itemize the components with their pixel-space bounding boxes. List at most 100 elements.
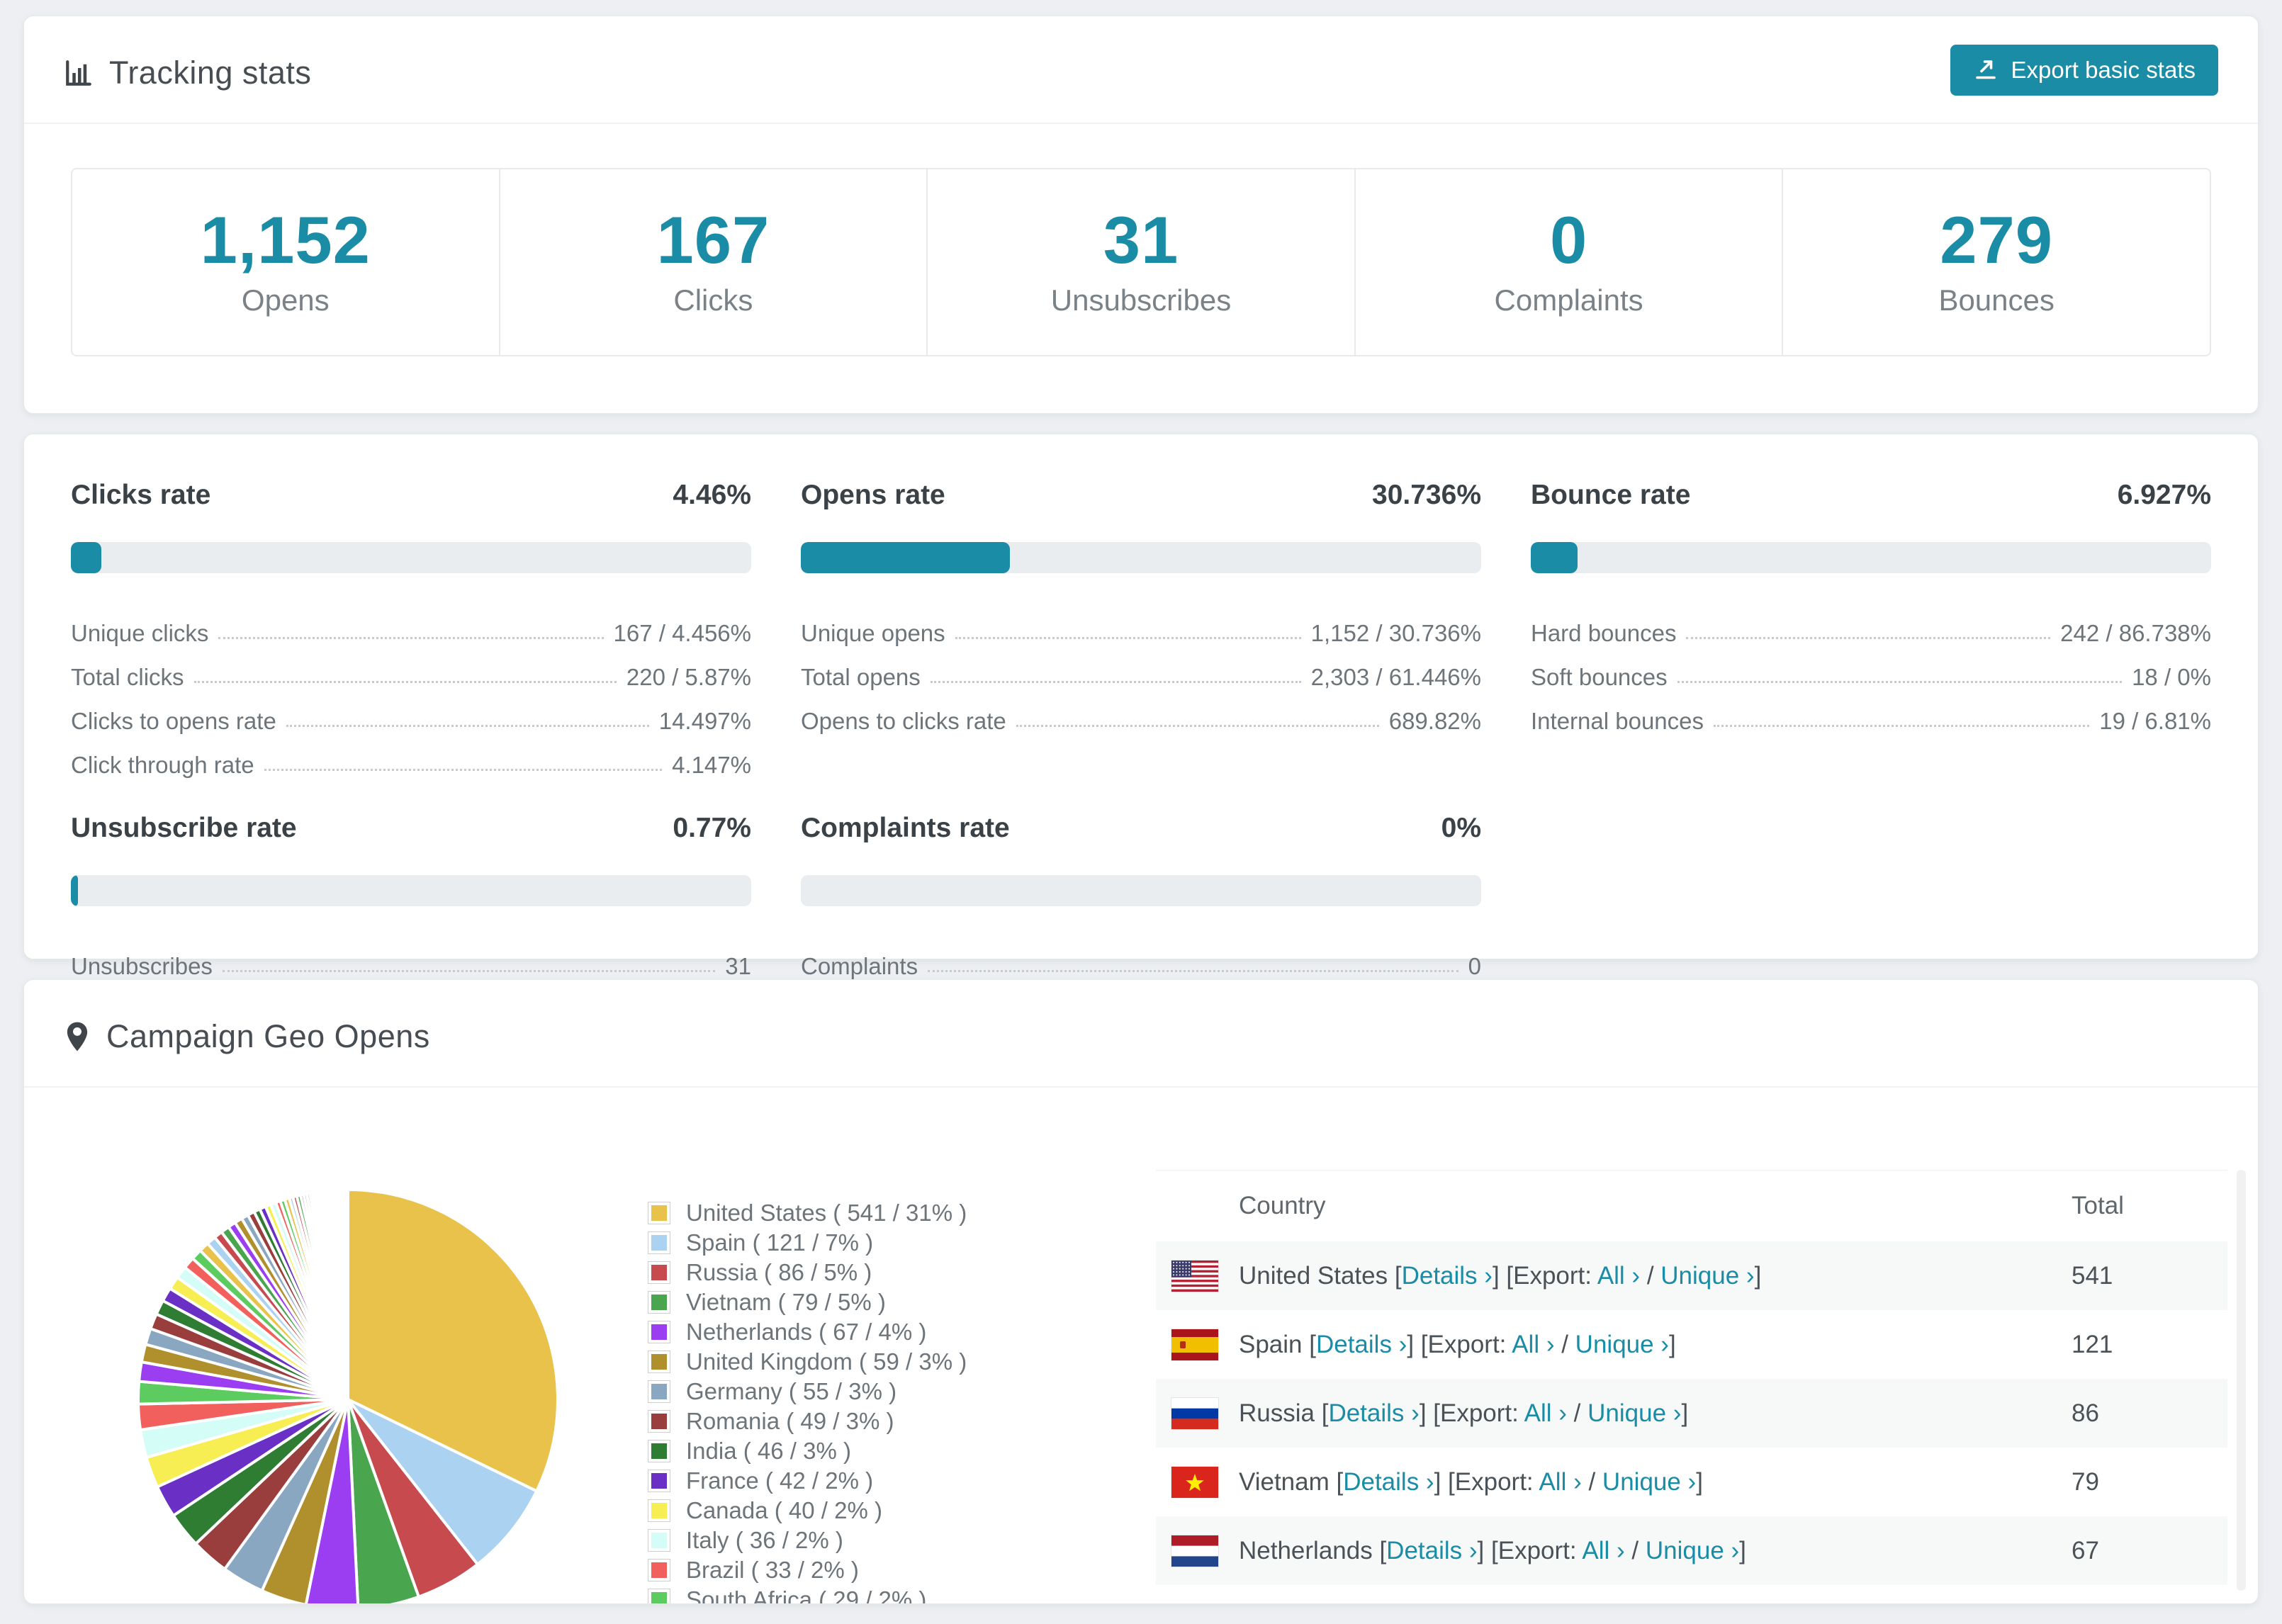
export-all-link[interactable]: All › <box>1524 1399 1567 1427</box>
rate-row-label: Opens to clicks rate <box>801 708 1006 734</box>
rate-panel-head: Opens rate 30.736% <box>801 480 1481 511</box>
legend-item: Spain ( 121 / 7% ) <box>648 1228 967 1258</box>
pie-slice-vietnam[interactable] <box>347 1399 421 1604</box>
rate-row-label: Unique clicks <box>71 620 209 646</box>
pie-slice-united-states[interactable] <box>347 1188 559 1494</box>
rate-progress-bar <box>801 542 1481 573</box>
legend-swatch <box>648 1529 670 1552</box>
rate-row-value: 4.147% <box>672 752 751 778</box>
table-row-gb: United Kingdom [Details ›] [Export: All … <box>1156 1585 2227 1603</box>
stat-value: 31 <box>1103 203 1179 277</box>
header-country: Country <box>1239 1192 1326 1219</box>
summary-stat-bounces: 279 Bounces <box>1783 169 2210 355</box>
rate-panel-unsubscribe: Unsubscribe rate 0.77% Unsubscribes 31 <box>71 813 751 980</box>
rate-row: Complaints 0 <box>801 936 1481 980</box>
export-unique-link[interactable]: Unique › <box>1587 1399 1682 1427</box>
legend-swatch <box>648 1499 670 1522</box>
rate-row-label: Internal bounces <box>1531 708 1704 734</box>
export-all-link[interactable]: All › <box>1512 1330 1555 1358</box>
pie-slice-other[interactable] <box>345 1188 349 1400</box>
export-basic-stats-button[interactable]: Export basic stats <box>1950 45 2218 96</box>
pie-legend: United States ( 541 / 31% ) Spain ( 121 /… <box>648 1198 967 1603</box>
dotted-leader <box>1016 725 1379 727</box>
legend-label: Canada ( 40 / 2% ) <box>686 1497 882 1523</box>
rate-row: Unsubscribes 31 <box>71 936 751 980</box>
legend-swatch <box>648 1321 670 1343</box>
details-link[interactable]: Details › <box>1343 1467 1434 1496</box>
legend-item: Canada ( 40 / 2% ) <box>648 1496 967 1526</box>
export-unique-link[interactable]: Unique › <box>1660 1261 1755 1290</box>
flag-cell <box>1171 1466 1239 1498</box>
legend-item: South Africa ( 29 / 2% ) <box>648 1585 967 1603</box>
geo-opens-pie-chart[interactable] <box>134 1185 562 1604</box>
dotted-leader <box>1686 637 2051 639</box>
campaign-geo-opens-card: Campaign Geo Opens United States ( 541 /… <box>23 979 2259 1604</box>
flag-cell <box>1171 1535 1239 1567</box>
rate-row-label: Unique opens <box>801 620 945 646</box>
legend-item: Netherlands ( 67 / 4% ) <box>648 1317 967 1347</box>
rate-row-value: 689.82% <box>1388 708 1481 734</box>
rate-row-value: 220 / 5.87% <box>626 664 751 690</box>
flag-cell <box>1171 1329 1239 1360</box>
rate-value: 0% <box>1441 813 1481 843</box>
dotted-leader <box>1714 725 2090 727</box>
rate-row-value: 31 <box>725 953 751 979</box>
rate-panel-opens: Opens rate 30.736% Unique opens 1,152 / … <box>801 480 1481 779</box>
rate-title: Unsubscribe rate <box>71 813 297 843</box>
rate-title: Bounce rate <box>1531 480 1691 510</box>
table-row-us: United States [Details ›] [Export: All ›… <box>1156 1241 2227 1310</box>
legend-swatch <box>648 1470 670 1492</box>
country-cell: Russia [Details ›] [Export: All › / Uniq… <box>1239 1399 1689 1427</box>
legend-swatch <box>648 1589 670 1603</box>
table-scrollbar[interactable] <box>2237 1170 2246 1591</box>
legend-label: United States ( 541 / 31% ) <box>686 1200 967 1226</box>
details-link[interactable]: Details › <box>1315 1330 1407 1358</box>
legend-item: Vietnam ( 79 / 5% ) <box>648 1287 967 1317</box>
country-cell: Vietnam [Details ›] [Export: All › / Uni… <box>1239 1467 1703 1496</box>
stat-label: Bounces <box>1938 283 2055 317</box>
geo-title: Campaign Geo Opens <box>64 1018 430 1055</box>
details-link[interactable]: Details › <box>1386 1536 1478 1564</box>
flag-nl <box>1171 1535 1218 1567</box>
rate-row-label: Clicks to opens rate <box>71 708 276 734</box>
export-unique-link[interactable]: Unique › <box>1575 1330 1669 1358</box>
legend-label: Russia ( 86 / 5% ) <box>686 1259 872 1285</box>
pie-slice-netherlands[interactable] <box>304 1399 360 1604</box>
legend-label: India ( 46 / 3% ) <box>686 1438 851 1464</box>
legend-item: India ( 46 / 3% ) <box>648 1436 967 1466</box>
geo-country-table: Country Total United States [Details ›] [… <box>1156 1170 2227 1603</box>
rate-row-value: 2,303 / 61.446% <box>1310 664 1481 690</box>
legend-item: Russia ( 86 / 5% ) <box>648 1258 967 1287</box>
export-unique-link[interactable]: Unique › <box>1602 1467 1697 1496</box>
rate-row: Internal bounces 19 / 6.81% <box>1531 691 2211 735</box>
total-cell: 541 <box>2072 1261 2113 1290</box>
legend-label: United Kingdom ( 59 / 3% ) <box>686 1348 967 1375</box>
export-unique-link[interactable]: Unique › <box>1645 1536 1740 1564</box>
table-row-nl: Netherlands [Details ›] [Export: All › /… <box>1156 1516 2227 1585</box>
dotted-leader <box>264 769 663 771</box>
export-all-link[interactable]: All › <box>1539 1467 1582 1496</box>
summary-stat-unsubscribes: 31 Unsubscribes <box>928 169 1356 355</box>
rate-panel-clicks: Clicks rate 4.46% Unique clicks 167 / 4.… <box>71 480 751 779</box>
rate-row: Soft bounces 18 / 0% <box>1531 647 2211 691</box>
details-link[interactable]: Details › <box>1401 1261 1493 1290</box>
dotted-leader <box>193 681 617 683</box>
stat-value: 167 <box>656 203 770 277</box>
rate-title: Opens rate <box>801 480 945 510</box>
legend-item: United Kingdom ( 59 / 3% ) <box>648 1347 967 1377</box>
rate-value: 30.736% <box>1372 480 1481 510</box>
export-all-link[interactable]: All › <box>1582 1536 1625 1564</box>
divider <box>24 123 2258 124</box>
total-cell: 67 <box>2072 1536 2099 1564</box>
rate-row: Unique clicks 167 / 4.456% <box>71 603 751 647</box>
legend-swatch <box>648 1350 670 1373</box>
legend-label: Spain ( 121 / 7% ) <box>686 1229 874 1256</box>
flag-cell <box>1171 1260 1239 1292</box>
details-link[interactable]: Details › <box>1328 1399 1420 1427</box>
pie-slice-spain[interactable] <box>347 1398 539 1567</box>
stat-label: Opens <box>241 283 330 317</box>
rate-progress-bar <box>71 875 751 906</box>
page-title-text: Tracking stats <box>109 55 312 91</box>
export-all-link[interactable]: All › <box>1597 1261 1641 1290</box>
rate-row: Clicks to opens rate 14.497% <box>71 691 751 735</box>
